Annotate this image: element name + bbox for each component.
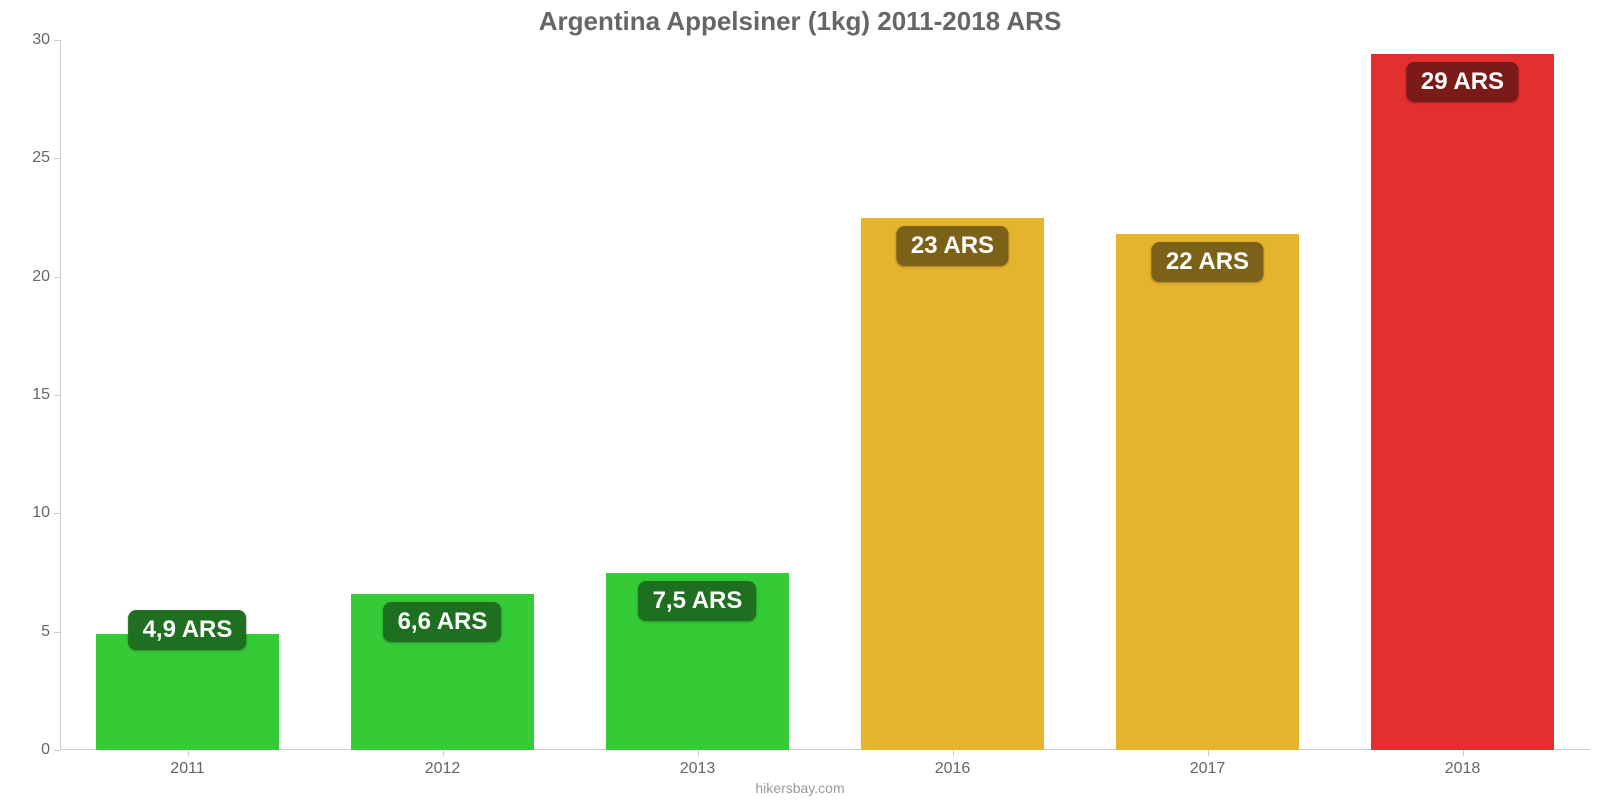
chart-container: Argentina Appelsiner (1kg) 2011-2018 ARS… [0, 0, 1600, 800]
bar: 23 ARS [861, 40, 1045, 750]
x-tick-label: 2013 [680, 750, 716, 778]
chart-title: Argentina Appelsiner (1kg) 2011-2018 ARS [0, 6, 1600, 37]
y-tick-label: 15 [32, 386, 60, 404]
x-tick-label: 2017 [1190, 750, 1226, 778]
y-tick-label: 0 [41, 741, 60, 759]
y-tick-label: 25 [32, 149, 60, 167]
bar: 22 ARS [1116, 40, 1300, 750]
y-tick-label: 30 [32, 31, 60, 49]
plot-area: 4,9 ARS6,6 ARS7,5 ARS23 ARS22 ARS29 ARS … [60, 40, 1590, 750]
bar-fill [861, 218, 1045, 751]
value-badge: 7,5 ARS [639, 581, 757, 621]
bar-fill [1116, 234, 1300, 750]
value-badge: 6,6 ARS [384, 602, 502, 642]
bar-fill [96, 634, 280, 750]
value-badge: 29 ARS [1407, 62, 1518, 102]
bar: 29 ARS [1371, 40, 1555, 750]
value-badge: 4,9 ARS [129, 610, 247, 650]
bar-fill [1371, 54, 1555, 750]
x-tick-label: 2011 [170, 750, 204, 778]
y-tick-label: 20 [32, 268, 60, 286]
value-badge: 22 ARS [1152, 242, 1263, 282]
x-tick-label: 2018 [1445, 750, 1481, 778]
bar: 6,6 ARS [351, 40, 535, 750]
y-tick-label: 5 [41, 623, 60, 641]
attribution-text: hikersbay.com [0, 780, 1600, 796]
bar: 7,5 ARS [606, 40, 790, 750]
bar: 4,9 ARS [96, 40, 280, 750]
value-badge: 23 ARS [897, 226, 1008, 266]
x-tick-label: 2012 [425, 750, 461, 778]
y-tick-label: 10 [32, 504, 60, 522]
bars-layer: 4,9 ARS 6,6 ARS 7,5 ARS 23 ARS 22 ARS 29 ARS [60, 40, 1590, 750]
x-tick-label: 2016 [935, 750, 971, 778]
